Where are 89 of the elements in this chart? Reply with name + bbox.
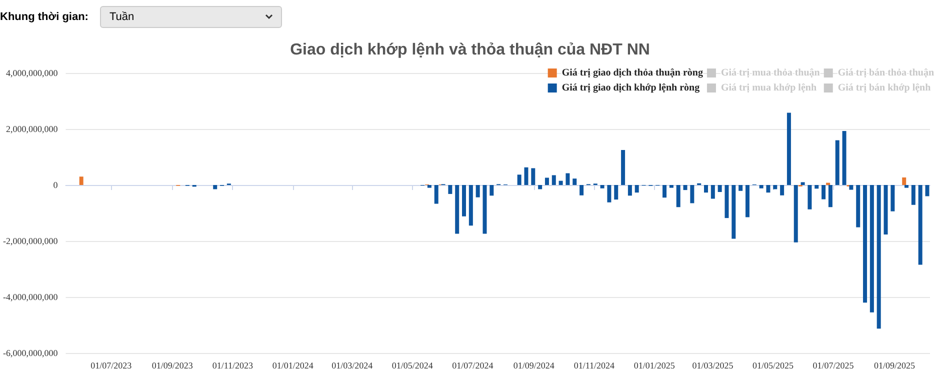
bar [745,185,750,218]
bar [724,185,729,218]
y-tick-label: -2,000,000,000 [2,236,58,246]
bar [828,185,832,208]
bar [718,185,722,192]
bar [476,185,480,198]
bar [580,185,584,196]
x-tick-label: 01/09/2025 [874,360,916,370]
y-tick-label: 2,000,000,000 [6,124,58,134]
bar [710,185,715,199]
bar [902,177,906,185]
bar [531,168,536,185]
bar [614,185,618,200]
bar [704,185,708,193]
bar [634,185,639,193]
bar [835,140,840,185]
bar [427,185,432,188]
bar [462,185,466,216]
bar [786,112,791,185]
text: Khung thời gian: [0,11,88,23]
bar [468,185,473,226]
bar [628,185,632,196]
bar [849,185,854,190]
bar [911,185,916,205]
x-tick-label: 01/07/2025 [812,360,854,370]
y-tick-label: 4,000,000,000 [6,68,58,78]
bar [738,185,743,191]
bar [822,185,826,200]
bar [814,185,819,189]
x-tick-label: 01/07/2024 [452,360,494,370]
bar [482,185,487,234]
dropdown-field: Tuần [100,6,282,28]
bar [884,185,888,235]
y-tick-label: -6,000,000,000 [2,348,58,358]
bar [558,180,563,185]
bar [79,176,84,185]
legend-label: Giá trị giao dịch thỏa thuận ròng [562,68,703,78]
x-tick-label: 01/05/2024 [392,360,434,370]
y-tick-label: -4,000,000,000 [2,292,58,302]
bar [490,185,494,196]
bar [434,185,438,204]
bar [863,185,868,303]
bar [676,185,680,208]
bar [213,185,218,190]
x-tick-label: 01/03/2024 [332,360,374,370]
bar [732,185,736,239]
bar [455,185,460,234]
bar [808,185,812,210]
bar [607,185,612,202]
x-tick-label: 01/07/2023 [90,360,132,370]
bar [800,182,805,185]
bar [524,167,528,185]
bar [766,185,770,193]
legend-label: Giá trị giao dịch khớp lệnh ròng [562,82,700,94]
bar [552,175,556,185]
bar [780,185,784,196]
bar [683,185,688,190]
bar [856,185,860,228]
x-tick-label: 01/09/2024 [513,360,555,370]
bar [544,178,549,185]
bar [662,185,667,198]
bar [918,185,922,265]
bar [773,185,778,190]
bar [448,185,452,194]
bar [566,173,570,185]
x-tick-label: 01/05/2025 [752,360,794,370]
bar [572,178,577,185]
x-tick-label: 01/03/2025 [692,360,734,370]
bar [621,150,626,185]
bar [890,185,895,212]
y-tick-label: 0 [53,180,58,190]
bar [904,185,909,188]
bar [876,185,881,329]
bar [794,185,798,242]
bar [759,185,764,188]
bar [517,174,522,185]
x-tick-label: 01/01/2024 [272,360,314,370]
x-tick-label: 01/01/2025 [634,360,676,370]
bar [842,130,846,185]
bar [538,185,542,190]
chart-title: Giao dịch khớp lệnh và thỏa thuận của NĐT NN [290,42,650,58]
bar [925,185,930,196]
x-tick-label: 01/11/2023 [212,360,254,370]
bar [600,185,604,188]
x-tick-label: 01/09/2023 [152,360,194,370]
bar [690,185,694,204]
bar [669,185,674,188]
x-tick-label: 01/11/2024 [574,360,616,370]
bar [870,185,874,312]
